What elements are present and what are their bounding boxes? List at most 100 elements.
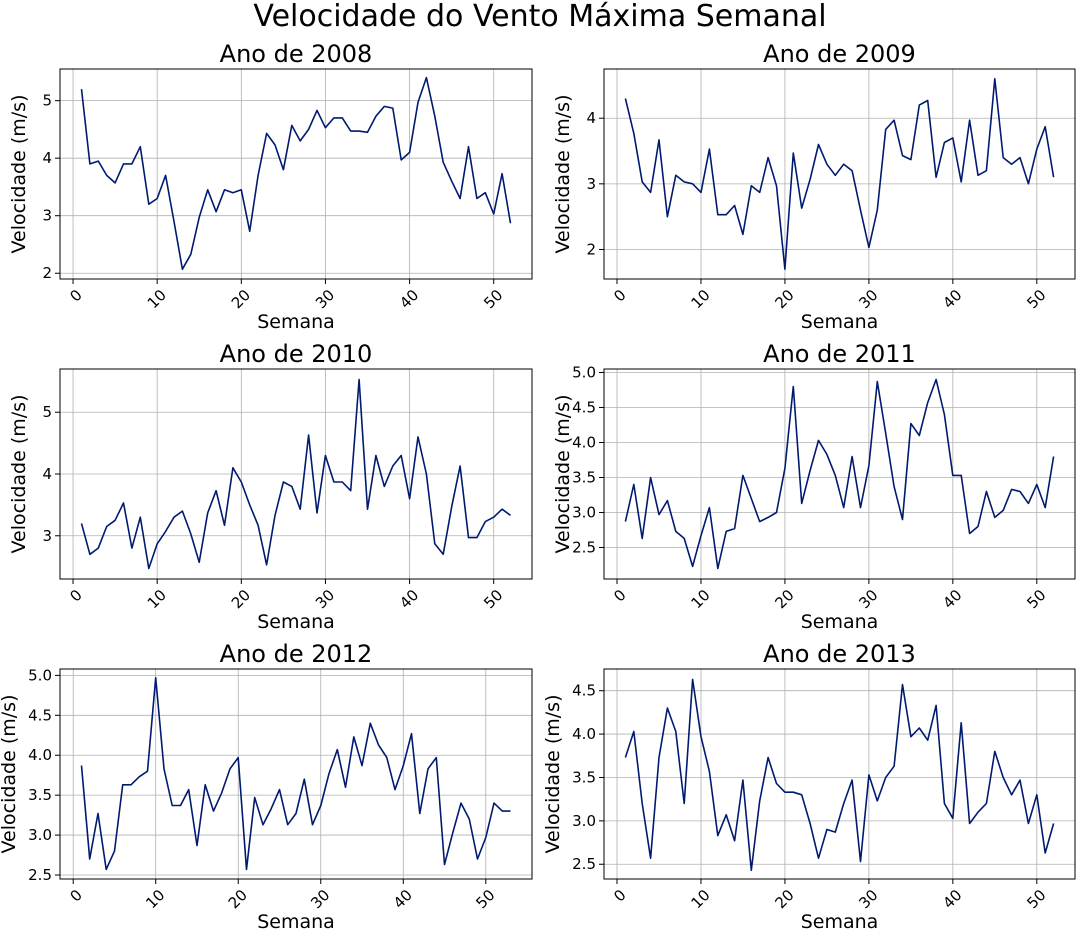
- x-tick-label: 0: [66, 886, 85, 905]
- x-tick-label: 50: [472, 886, 498, 912]
- x-tick-label: 20: [771, 586, 797, 612]
- x-tick-label: 30: [855, 886, 881, 912]
- y-tick-label: 4.0: [28, 746, 52, 764]
- x-tick-label: 0: [66, 586, 85, 605]
- x-axis-label: Semana: [257, 911, 335, 933]
- x-tick-label: 0: [610, 886, 629, 905]
- y-tick-label: 4.5: [572, 682, 596, 700]
- y-tick-label: 2.5: [572, 539, 596, 557]
- x-tick-label: 30: [312, 286, 338, 312]
- x-axis-label: Semana: [257, 611, 335, 633]
- y-axis-label: Velocidade (m/s): [8, 395, 30, 554]
- x-tick-label: 10: [144, 586, 170, 612]
- data-line: [80, 378, 511, 570]
- x-tick-label: 40: [396, 286, 422, 312]
- y-tick-label: 3.5: [28, 786, 52, 804]
- data-line: [624, 78, 1055, 271]
- x-tick-label: 40: [390, 886, 416, 912]
- x-tick-label: 50: [1023, 586, 1049, 612]
- y-tick-label: 5: [42, 403, 52, 421]
- x-tick-label: 20: [771, 286, 797, 312]
- data-line: [80, 676, 511, 871]
- subplot-3: 0 10 20 30 40 50 3 4 5 Ano de 2010 Semana Velocidad…: [8, 340, 533, 633]
- x-tick-label: 50: [480, 286, 506, 312]
- x-axis-label: Semana: [801, 611, 879, 633]
- x-tick-label: 20: [771, 886, 797, 912]
- y-axis-label: Velocidade (m/s): [8, 95, 30, 254]
- y-tick-label: 2: [42, 264, 52, 282]
- y-tick-label: 3.5: [572, 768, 596, 786]
- y-tick-label: 3.0: [28, 826, 52, 844]
- data-line: [624, 378, 1055, 570]
- subplot-4: 0 10 20 30 40 50 2.5 3.0 3.5 4.0 4.5 5.0 Ano de 2011…: [552, 340, 1076, 633]
- subplot-title: Ano de 2008: [220, 40, 373, 68]
- x-axis-label: Semana: [801, 311, 879, 333]
- y-tick-label: 2.5: [572, 855, 596, 873]
- y-tick-label: 4.0: [572, 725, 596, 743]
- y-tick-label: 2.5: [28, 866, 52, 884]
- subplot-6: 0 10 20 30 40 50 2.5 3.0 3.5 4.0 4.5 Ano de 2013 Sem…: [542, 640, 1076, 933]
- y-tick-label: 4: [586, 109, 596, 127]
- y-tick-label: 5.0: [28, 666, 52, 684]
- x-tick-label: 10: [144, 286, 170, 312]
- x-tick-label: 30: [307, 886, 333, 912]
- subplot-title: Ano de 2009: [763, 40, 916, 68]
- y-tick-label: 5: [42, 92, 52, 110]
- plot-frame: [603, 668, 1076, 880]
- x-tick-label: 0: [66, 286, 85, 305]
- subplot-5: 0 10 20 30 40 50 2.5 3.0 3.5 4.0 4.5 5.0 Ano de 2012…: [0, 640, 533, 933]
- x-tick-label: 10: [687, 586, 713, 612]
- subplot-2: 0 10 20 30 40 50 2 3 4 Ano de 2009 Semana Velocidad…: [552, 40, 1076, 333]
- subplot-title: Ano de 2010: [220, 340, 373, 368]
- y-axis-label: Velocidade (m/s): [552, 395, 574, 554]
- x-tick-label: 20: [225, 886, 251, 912]
- y-tick-label: 3.5: [572, 469, 596, 487]
- x-tick-label: 50: [480, 586, 506, 612]
- y-tick-label: 3.0: [572, 812, 596, 830]
- data-line: [624, 678, 1055, 872]
- y-tick-label: 4.5: [572, 399, 596, 417]
- x-tick-label: 40: [939, 286, 965, 312]
- x-tick-label: 40: [396, 586, 422, 612]
- x-tick-label: 50: [1023, 286, 1049, 312]
- y-tick-label: 5.0: [572, 364, 596, 382]
- x-tick-label: 0: [610, 286, 629, 305]
- plot-frame: [59, 668, 533, 880]
- x-tick-label: 30: [312, 586, 338, 612]
- y-tick-label: 2: [586, 240, 596, 258]
- x-tick-label: 20: [228, 286, 254, 312]
- x-axis-label: Semana: [801, 911, 879, 933]
- subplot-title: Ano de 2013: [763, 640, 916, 668]
- x-tick-label: 20: [228, 586, 254, 612]
- x-tick-label: 10: [687, 886, 713, 912]
- y-tick-label: 4.0: [572, 434, 596, 452]
- x-tick-label: 50: [1023, 886, 1049, 912]
- plot-frame: [603, 368, 1076, 580]
- x-tick-label: 0: [610, 586, 629, 605]
- y-tick-label: 4: [42, 465, 52, 483]
- subplot-title: Ano de 2011: [763, 340, 916, 368]
- subplot-title: Ano de 2012: [220, 640, 373, 668]
- figure-title: Velocidade do Vento Máxima Semanal: [253, 0, 826, 34]
- subplot-1: 0 10 20 30 40 50 2 3 4 5 Ano de 2008 Semana Velocida…: [8, 40, 533, 333]
- y-axis-label: Velocidade (m/s): [0, 695, 20, 854]
- x-tick-label: 40: [939, 586, 965, 612]
- x-axis-label: Semana: [257, 311, 335, 333]
- x-tick-label: 30: [855, 586, 881, 612]
- y-tick-label: 3: [42, 527, 52, 545]
- y-tick-label: 4.5: [28, 706, 52, 724]
- y-axis-label: Velocidade (m/s): [552, 95, 574, 254]
- x-tick-label: 10: [687, 286, 713, 312]
- y-axis-label: Velocidade (m/s): [542, 695, 564, 854]
- y-tick-label: 3.0: [572, 504, 596, 522]
- data-line: [80, 76, 512, 271]
- x-tick-label: 30: [855, 286, 881, 312]
- x-tick-label: 10: [142, 886, 168, 912]
- y-tick-label: 4: [42, 149, 52, 167]
- y-tick-label: 3: [42, 207, 52, 225]
- y-tick-label: 3: [586, 175, 596, 193]
- plot-frame: [59, 68, 533, 280]
- x-tick-label: 40: [939, 886, 965, 912]
